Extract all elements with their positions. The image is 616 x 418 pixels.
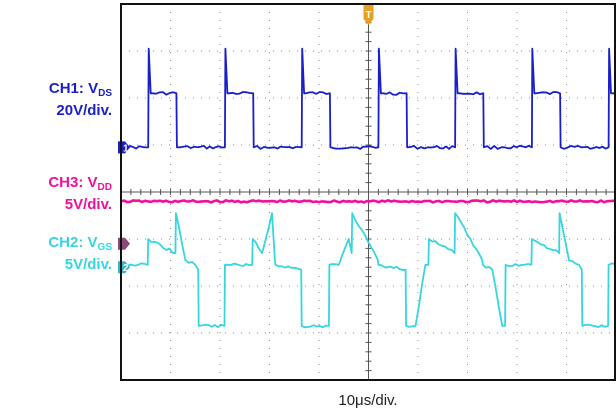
screen-frame xyxy=(120,3,616,381)
ch2-label: CH2: VGS 5V/div. xyxy=(0,232,112,276)
trace-ch3-vdd xyxy=(120,199,616,204)
ch1-symbol: V xyxy=(88,80,99,97)
ch3-scale: 5V/div. xyxy=(64,196,112,213)
ch1-label: CH1: VDS 20V/div. xyxy=(0,78,112,122)
ch1-ground-marker: 1 xyxy=(118,141,130,154)
trigger-marker: T xyxy=(363,5,374,25)
ch2-name: CH2: xyxy=(48,234,84,251)
ch3-symbol: V xyxy=(87,174,98,191)
graticule xyxy=(120,3,616,381)
ch1-name-line: CH1: VDS xyxy=(0,78,112,100)
waveform-traces xyxy=(120,47,616,329)
ch1-subscript: DS xyxy=(98,88,112,99)
ch2-ground-marker-text: 2 xyxy=(123,263,129,274)
ch1-name: CH1: xyxy=(48,80,84,97)
ch3-name: CH3: xyxy=(48,174,84,191)
ch3-label: CH3: VDD 5V/div. xyxy=(0,172,112,216)
ch1-ground-marker-text: 1 xyxy=(123,143,129,154)
ch2-symbol: V xyxy=(87,234,98,251)
ch3-subscript: DD xyxy=(97,182,112,193)
trace-ch1-vds xyxy=(120,47,616,150)
ch3-ground-marker xyxy=(118,237,130,250)
ch2-ground-marker: 2 xyxy=(118,261,130,274)
ch1-scale: 20V/div. xyxy=(56,102,112,119)
ch3-name-line: CH3: VDD xyxy=(0,172,112,194)
trigger-marker-shape xyxy=(363,5,374,25)
channel-markers: 1 2 T xyxy=(118,5,374,274)
trace-ch2-vgs xyxy=(120,212,616,329)
ch3-ground-marker-shape xyxy=(118,237,130,250)
ch2-name-line: CH2: VGS xyxy=(0,232,112,254)
timebase-label: 10μs/div. xyxy=(338,392,398,409)
trigger-marker-text: T xyxy=(366,10,372,21)
ch2-scale: 5V/div. xyxy=(64,256,112,273)
ch2-subscript: GS xyxy=(97,242,112,253)
